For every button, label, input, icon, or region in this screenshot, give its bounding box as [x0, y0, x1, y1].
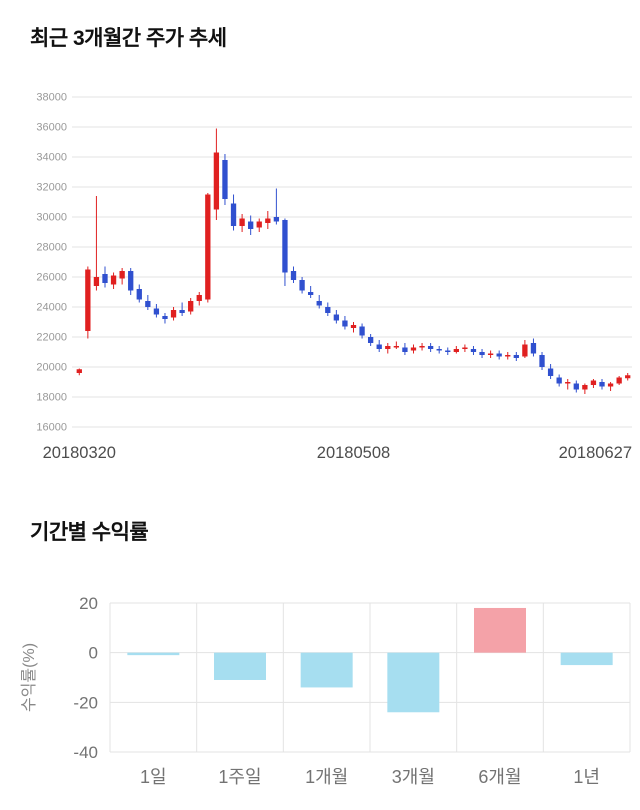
svg-text:20180508: 20180508	[317, 444, 390, 462]
svg-text:20: 20	[79, 594, 98, 613]
svg-text:1주일: 1주일	[218, 767, 261, 787]
svg-text:3개월: 3개월	[392, 767, 435, 787]
svg-text:6개월: 6개월	[478, 767, 521, 787]
svg-text:18000: 18000	[36, 392, 67, 404]
svg-text:26000: 26000	[36, 272, 67, 284]
svg-text:20180627: 20180627	[559, 444, 632, 462]
svg-text:1일: 1일	[140, 767, 167, 787]
svg-text:36000: 36000	[36, 122, 67, 134]
svg-text:16000: 16000	[36, 422, 67, 434]
svg-text:-40: -40	[73, 743, 98, 762]
svg-text:1개월: 1개월	[305, 767, 348, 787]
returns-title: 기간별 수익률	[30, 521, 149, 544]
period-returns-bar-chart: 20 0 -20 -40 1일 1주일 1개월 3개월 6개월 1년 수익률(%)	[20, 594, 631, 787]
svg-text:20180320: 20180320	[43, 444, 116, 462]
svg-text:22000: 22000	[36, 332, 67, 344]
svg-text:20000: 20000	[36, 362, 67, 374]
svg-text:30000: 30000	[36, 212, 67, 224]
svg-text:34000: 34000	[36, 152, 67, 164]
svg-text:0: 0	[89, 644, 98, 663]
price-candlestick-chart: 38000 36000 34000 32000 30000 28000 26000 24000…	[36, 92, 632, 462]
svg-text:32000: 32000	[36, 182, 67, 194]
svg-text:28000: 28000	[36, 242, 67, 254]
svg-text:24000: 24000	[36, 302, 67, 314]
price-trend-title: 최근 3개월간 주가 추세	[30, 27, 227, 50]
svg-text:-20: -20	[73, 693, 98, 712]
svg-text:수익률(%): 수익률(%)	[20, 643, 38, 712]
svg-text:38000: 38000	[36, 92, 67, 104]
svg-text:1년: 1년	[573, 767, 600, 787]
